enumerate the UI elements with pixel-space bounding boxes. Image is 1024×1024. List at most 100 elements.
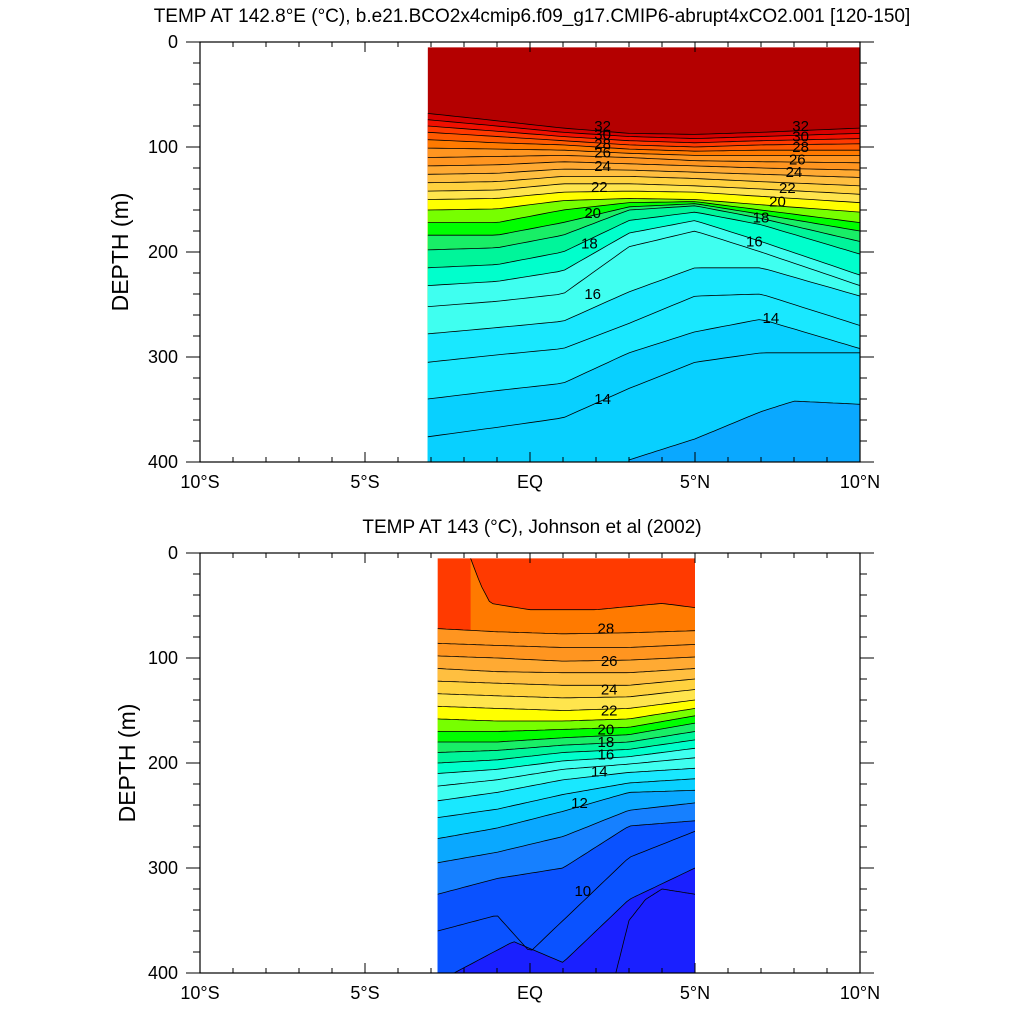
- contour-line: [427, 155, 860, 164]
- contour-line: [628, 400, 860, 461]
- contour-line: [437, 757, 695, 787]
- y-tick-label: 400: [148, 963, 178, 983]
- contour-label: 28: [792, 139, 809, 156]
- panel-title: TEMP AT 143 (°C), Johnson et al (2002): [362, 517, 701, 538]
- contour-line: [427, 201, 860, 223]
- contour-line: [427, 125, 860, 144]
- x-tick-label: 5°N: [680, 472, 710, 492]
- y-tick-label: 300: [148, 347, 178, 367]
- contour-label: 32: [792, 118, 809, 135]
- x-tick-label: EQ: [517, 472, 543, 492]
- contour-label: 14: [763, 310, 780, 327]
- panel-observations: TEMP AT 143 (°C), Johnson et al (2002) D…: [114, 517, 880, 1003]
- contour-label: 26: [601, 653, 618, 670]
- contour-label: 16: [598, 747, 615, 764]
- contour-line: [437, 715, 695, 732]
- x-tick-label: 5°S: [350, 983, 379, 1003]
- contour-line: [427, 203, 860, 236]
- contour-line: [437, 802, 695, 864]
- contour-line: [437, 628, 695, 635]
- contour-line: [437, 699, 695, 711]
- contour-label: 20: [769, 194, 786, 211]
- x-tick-label: 5°N: [680, 983, 710, 1003]
- contour-label: 28: [598, 621, 615, 638]
- contour-line: [427, 267, 860, 335]
- panel-title: TEMP AT 142.8°E (°C), b.e21.BCO2x4cmip6.…: [154, 6, 911, 27]
- contour-line: [427, 168, 860, 178]
- contour-label: 28: [594, 136, 611, 153]
- contour-label: 22: [591, 179, 608, 196]
- contour-line: [437, 739, 695, 764]
- y-tick-label: 100: [148, 648, 178, 668]
- contour-label: 20: [598, 721, 615, 738]
- x-tick-label: 10°N: [840, 983, 880, 1003]
- contour-line: [427, 211, 860, 269]
- contour-line: [427, 161, 860, 171]
- contour-line: [437, 789, 695, 839]
- contour-line: [437, 820, 695, 895]
- contour-line: [427, 205, 860, 251]
- x-tick-label: 10°S: [180, 472, 219, 492]
- contour-line: [437, 747, 695, 774]
- contour-label: 30: [594, 126, 611, 143]
- contour-line: [437, 830, 695, 951]
- y-tick-label: 300: [148, 858, 178, 878]
- y-tick-label: 0: [168, 32, 178, 52]
- contour-line: [427, 230, 860, 307]
- contour-line: [437, 778, 695, 818]
- contour-label: 16: [584, 286, 601, 303]
- contour-line: [427, 131, 860, 148]
- contour-line: [437, 731, 695, 753]
- contour-line: [427, 319, 860, 400]
- contour-line: [470, 558, 695, 611]
- contour-label: 12: [571, 795, 588, 812]
- contour-label: 32: [594, 118, 611, 135]
- contour-line: [615, 888, 695, 973]
- contour-label: 22: [779, 180, 796, 197]
- contour-field: [437, 558, 695, 973]
- contour-label: 26: [789, 152, 806, 169]
- contour-line: [427, 220, 860, 286]
- contour-line: [427, 176, 860, 187]
- axes: 10°S 5°S EQ 5°N 10°N 0 100 200 300 400: [148, 32, 880, 492]
- y-axis-label: DEPTH (m): [107, 193, 133, 312]
- y-tick-label: 200: [148, 242, 178, 262]
- contour-label: 10: [574, 883, 591, 900]
- contour-label: 24: [601, 682, 618, 699]
- x-tick-label: 10°S: [180, 983, 219, 1003]
- x-tick-label: 10°N: [840, 472, 880, 492]
- contour-label: 18: [581, 236, 598, 253]
- y-tick-label: 200: [148, 753, 178, 773]
- contour-line: [427, 147, 860, 156]
- contour-label: 24: [786, 164, 803, 181]
- x-tick-label: EQ: [517, 983, 543, 1003]
- contour-line: [427, 293, 860, 363]
- contour-line: [437, 767, 695, 802]
- contour-label: 20: [584, 205, 601, 222]
- contour-line: [427, 198, 860, 213]
- contour-line: [427, 139, 860, 152]
- y-tick-label: 0: [168, 543, 178, 563]
- x-tick-label: 5°S: [350, 472, 379, 492]
- contour-label: 14: [594, 391, 611, 408]
- panel-model: TEMP AT 142.8°E (°C), b.e21.BCO2x4cmip6.…: [107, 6, 910, 492]
- contour-line: [437, 668, 695, 674]
- contour-line: [437, 689, 695, 699]
- contour-label: 26: [594, 144, 611, 161]
- contour-label: 30: [792, 129, 809, 146]
- contour-line: [437, 655, 695, 662]
- contour-line: [437, 642, 695, 648]
- contour-line: [453, 867, 695, 973]
- contour-label: 24: [594, 158, 611, 175]
- y-tick-label: 400: [148, 452, 178, 472]
- y-axis-label: DEPTH (m): [114, 704, 140, 823]
- contour-label: 22: [601, 703, 618, 720]
- contour-field: [427, 47, 860, 462]
- contour-line: [427, 352, 860, 438]
- contour-line: [437, 678, 695, 686]
- contour-line: [437, 722, 695, 743]
- contour-line: [427, 119, 860, 140]
- contour-band: [629, 401, 860, 462]
